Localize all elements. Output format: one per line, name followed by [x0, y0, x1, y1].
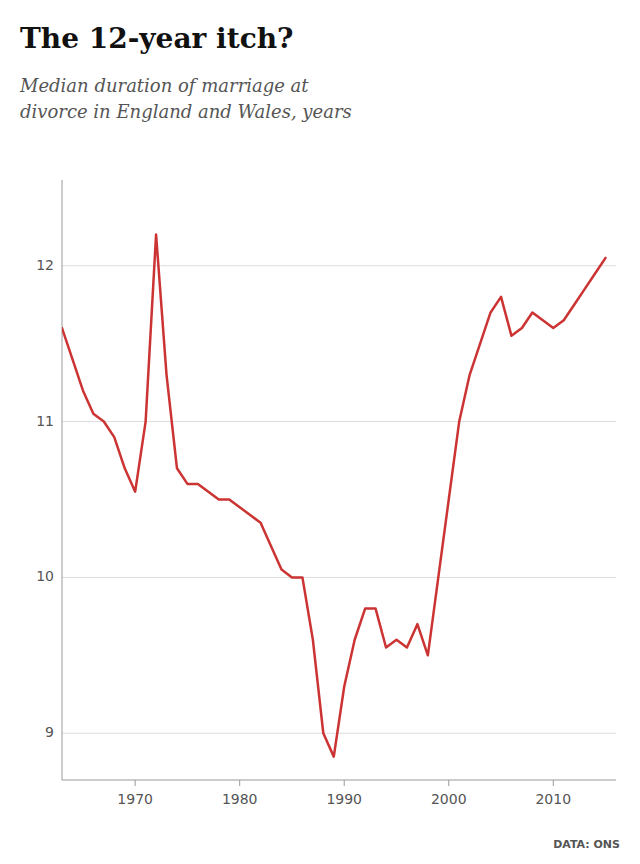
y-axis-line — [62, 180, 63, 780]
x-tick-label: 1980 — [222, 791, 258, 807]
data-line — [62, 235, 606, 757]
x-tick — [448, 780, 449, 786]
chart-container: The 12-year itch? Median duration of marr… — [0, 0, 640, 864]
x-tick — [135, 780, 136, 786]
title: The 12-year itch? — [20, 22, 293, 55]
x-tick-label: 1970 — [117, 791, 153, 807]
source-annotation: DATA: ONS — [553, 838, 620, 851]
subtitle: Median duration of marriage at divorce in… — [19, 75, 352, 122]
x-tick — [553, 780, 554, 786]
y-tick-label: 11 — [36, 413, 54, 429]
y-tick-label: 12 — [36, 257, 54, 273]
x-axis-line — [62, 780, 616, 781]
y-tick-label: 10 — [36, 568, 54, 584]
subtitle-line: Median duration of marriage at — [19, 75, 309, 96]
grid — [62, 266, 616, 734]
x-tick-label: 1990 — [326, 791, 362, 807]
x-tick-label: 2010 — [535, 791, 571, 807]
chart-svg: The 12-year itch? Median duration of marr… — [0, 0, 640, 864]
x-tick — [239, 780, 240, 786]
subtitle-line: divorce in England and Wales, years — [20, 101, 352, 122]
series-group — [62, 235, 606, 757]
grid-line — [62, 577, 616, 578]
grid-line — [62, 265, 616, 266]
grid-line — [62, 733, 616, 734]
y-tick-label: 9 — [45, 724, 54, 740]
x-tick — [344, 780, 345, 786]
x-tick-label: 2000 — [431, 791, 467, 807]
